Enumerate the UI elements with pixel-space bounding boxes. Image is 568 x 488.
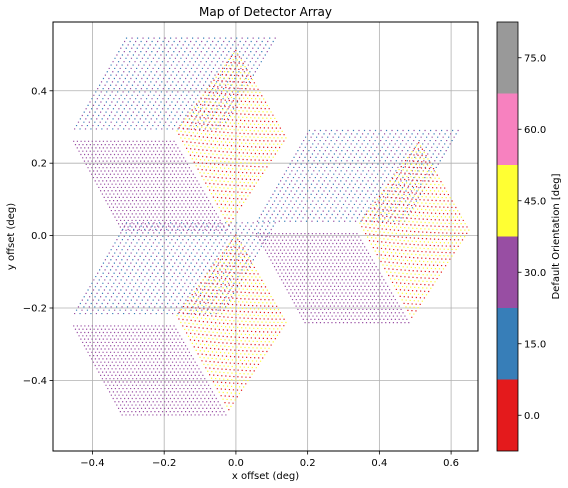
y-axis-label: y offset (deg) [6,203,17,270]
y-tick-label: −0.4 [23,376,47,387]
y-tick-label: 0.4 [31,86,47,97]
y-tick-label: 0.2 [31,159,47,170]
x-tick-label: −0.4 [80,458,104,469]
colorbar-label: Default Orientation [deg] [551,173,562,299]
colorbar-segment [497,379,518,451]
x-tick-label: 0.2 [300,458,316,469]
x-tick-label: −0.2 [152,458,176,469]
colorbar-segment [497,308,518,380]
colorbar-tick-label: 45.0 [524,196,546,207]
detector-pixels [176,237,287,407]
wafer-2 [73,222,287,416]
colorbar-segment [497,93,518,165]
detector-rhombus [176,234,287,411]
detector-points [73,37,470,416]
colorbar-tick-label: 0.0 [524,411,540,422]
plot-frame [52,21,479,452]
colorbar-segment [497,236,518,308]
x-axis-label: x offset (deg) [232,471,299,482]
detector-pixels [359,145,470,315]
colorbar: 0.0 15.0 30.0 45.0 60.0 75.0 [496,21,546,452]
wafer-1 [73,37,287,231]
colorbar-tick-label: 60.0 [524,125,546,136]
x-tick-label: 0.0 [228,458,244,469]
x-tick-label: 0.4 [371,458,387,469]
detector-rhombus [359,142,470,318]
x-axis-ticks: −0.4 −0.2 0.0 0.2 0.4 0.6 [80,451,459,469]
colorbar-segment [497,165,518,237]
colorbar-segment [497,22,518,94]
colorbar-frame [496,21,519,452]
colorbar-tick-label: 30.0 [524,268,546,279]
colorbar-tick-label: 15.0 [524,339,546,350]
y-tick-label: 0.0 [31,231,47,242]
wafer-3 [256,129,470,324]
colorbar-tick-label: 75.0 [524,53,546,64]
y-axis-ticks: −0.4 −0.2 0.0 0.2 0.4 [23,86,53,387]
detector-rhombus [176,49,287,226]
chart-title: Map of Detector Array [199,5,332,19]
x-tick-label: 0.6 [443,458,459,469]
y-tick-label: −0.2 [23,304,47,315]
detector-pixels [176,52,287,223]
